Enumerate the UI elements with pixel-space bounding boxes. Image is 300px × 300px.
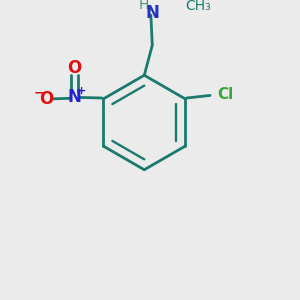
- Text: O: O: [39, 90, 53, 108]
- Text: O: O: [68, 59, 82, 77]
- Text: Cl: Cl: [218, 87, 234, 102]
- Text: CH₃: CH₃: [185, 0, 211, 13]
- Text: −: −: [34, 86, 44, 99]
- Text: +: +: [76, 86, 86, 96]
- Text: N: N: [146, 4, 159, 22]
- Text: N: N: [68, 88, 82, 106]
- Text: H: H: [139, 0, 149, 12]
